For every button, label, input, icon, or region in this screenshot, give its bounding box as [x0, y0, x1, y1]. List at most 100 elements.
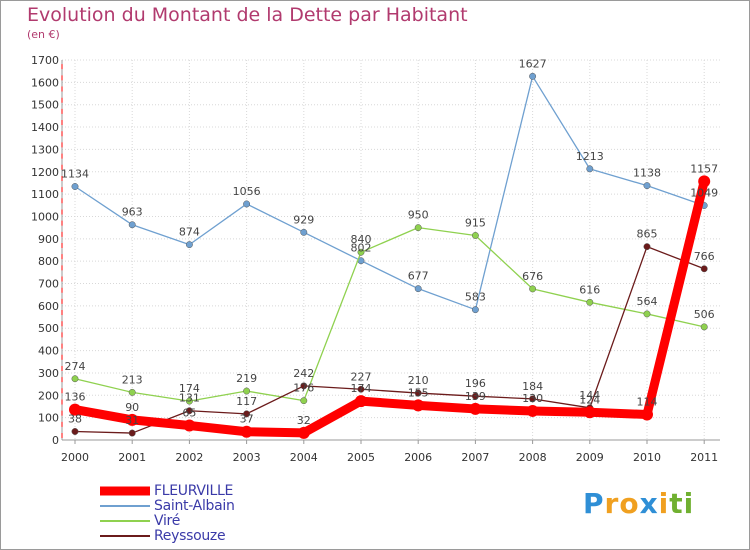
legend-item-saint-albain: Saint-Albain	[100, 497, 235, 514]
data-label-fleurville: 37	[240, 413, 254, 426]
legend-swatch-fleurville	[100, 486, 150, 496]
logo-letter: t	[669, 487, 684, 520]
data-label-reyssouze: 38	[68, 413, 82, 426]
data-point-vir-	[185, 397, 193, 405]
data-label-vir-: 616	[579, 283, 600, 296]
data-point-vir-	[414, 224, 422, 232]
data-label-fleurville: 130	[522, 392, 543, 405]
data-point-saint-albain	[300, 228, 308, 236]
data-point-vir-	[700, 323, 708, 331]
x-tick-label: 2008	[519, 451, 547, 464]
legend-item-reyssouze: Reyssouze	[100, 528, 235, 544]
data-point-reyssouze	[71, 428, 79, 435]
data-point-vir-	[243, 387, 251, 395]
plot-area	[62, 60, 720, 440]
data-label-saint-albain: 1134	[61, 168, 89, 181]
y-tick-label: 0	[52, 434, 59, 447]
y-tick-label: 1000	[31, 210, 59, 223]
data-point-fleurville	[126, 413, 139, 426]
data-label-fleurville: 136	[65, 391, 86, 404]
data-point-reyssouze	[529, 395, 537, 403]
data-point-fleurville	[69, 403, 81, 416]
x-tick-label: 2006	[404, 451, 432, 464]
data-point-saint-albain	[414, 285, 422, 293]
data-point-vir-	[529, 285, 537, 293]
legend-label-fleurville: FLEURVILLE	[154, 482, 234, 499]
y-tick-label: 800	[38, 255, 59, 268]
data-point-vir-	[128, 388, 136, 396]
data-label-saint-albain: 1138	[633, 167, 661, 180]
legend-item-fleurville: FLEURVILLE	[100, 482, 235, 499]
y-tick-label: 100	[38, 412, 59, 425]
x-tick-label: 2007	[461, 451, 489, 464]
data-label-fleurville: 32	[297, 414, 311, 427]
chart-title: Evolution du Montant de la Dette par Hab…	[27, 4, 468, 26]
data-label-fleurville: 1157	[690, 162, 718, 175]
logo-letter: r	[604, 487, 620, 520]
data-label-fleurville: 90	[125, 401, 139, 414]
data-point-vir-	[471, 232, 479, 239]
data-label-fleurville: 139	[465, 390, 486, 403]
legend-label-saint-albain: Saint-Albain	[154, 497, 235, 514]
y-tick-label: 200	[38, 389, 59, 402]
x-tick-label: 2004	[290, 451, 318, 464]
data-label-reyssouze: 210	[408, 374, 429, 387]
data-label-saint-albain: 963	[122, 206, 143, 219]
chart-subtitle: (en €)	[27, 28, 60, 41]
data-point-saint-albain	[471, 306, 479, 314]
data-label-reyssouze: 242	[293, 367, 314, 380]
data-point-fleurville	[698, 175, 711, 188]
data-label-vir-: 676	[522, 270, 543, 283]
data-point-fleurville	[469, 402, 482, 415]
data-label-vir-: 219	[236, 372, 257, 385]
data-label-saint-albain: 1213	[576, 150, 604, 163]
data-label-vir-: 840	[351, 233, 372, 246]
y-tick-label: 900	[38, 233, 59, 246]
data-point-reyssouze	[643, 243, 651, 251]
y-tick-label: 600	[38, 300, 59, 313]
data-point-saint-albain	[586, 165, 594, 173]
data-point-fleurville	[355, 395, 367, 408]
x-tick-label: 2002	[175, 451, 203, 464]
data-label-reyssouze: 766	[694, 250, 715, 263]
data-label-vir-: 950	[408, 209, 429, 222]
legend: FLEURVILLE Saint-Albain Viré Reyssouze	[100, 482, 235, 544]
data-point-saint-albain	[529, 72, 537, 80]
data-point-fleurville	[240, 425, 253, 438]
data-point-reyssouze	[357, 385, 365, 393]
data-point-vir-	[643, 310, 651, 318]
data-point-saint-albain	[643, 182, 651, 190]
logo-letter: P	[583, 487, 605, 520]
y-tick-label: 1400	[31, 121, 59, 134]
data-label-vir-: 506	[694, 308, 715, 321]
x-tick-label: 2011	[690, 451, 718, 464]
x-tick-label: 2003	[233, 451, 261, 464]
data-point-reyssouze	[700, 265, 708, 273]
data-point-fleurville	[412, 399, 425, 412]
x-tick-label: 2010	[633, 451, 661, 464]
y-tick-label: 1300	[31, 143, 59, 156]
data-point-saint-albain	[243, 200, 251, 208]
data-label-saint-albain: 1627	[519, 57, 547, 70]
data-label-reyssouze: 865	[637, 228, 658, 241]
data-label-reyssouze: 31	[125, 414, 139, 427]
logo-letter: o	[619, 487, 640, 520]
data-label-fleurville: 155	[408, 386, 429, 399]
x-tick-label: 2001	[118, 451, 146, 464]
legend-swatch-vire	[100, 520, 150, 522]
data-label-saint-albain: 583	[465, 291, 486, 304]
y-tick-label: 1600	[31, 76, 59, 89]
y-tick-label: 300	[38, 367, 59, 380]
proxiti-logo: Proxiti	[583, 487, 694, 520]
data-label-saint-albain: 802	[351, 242, 372, 255]
data-label-fleurville: 114	[637, 396, 658, 409]
y-tick-label: 1200	[31, 166, 59, 179]
data-point-fleurville	[641, 408, 653, 421]
data-label-saint-albain: 929	[293, 213, 314, 226]
logo-letter: i	[683, 487, 695, 520]
data-label-saint-albain: 677	[408, 270, 429, 283]
data-label-fleurville: 174	[351, 382, 372, 395]
data-point-vir-	[586, 298, 594, 306]
data-point-vir-	[71, 375, 79, 383]
